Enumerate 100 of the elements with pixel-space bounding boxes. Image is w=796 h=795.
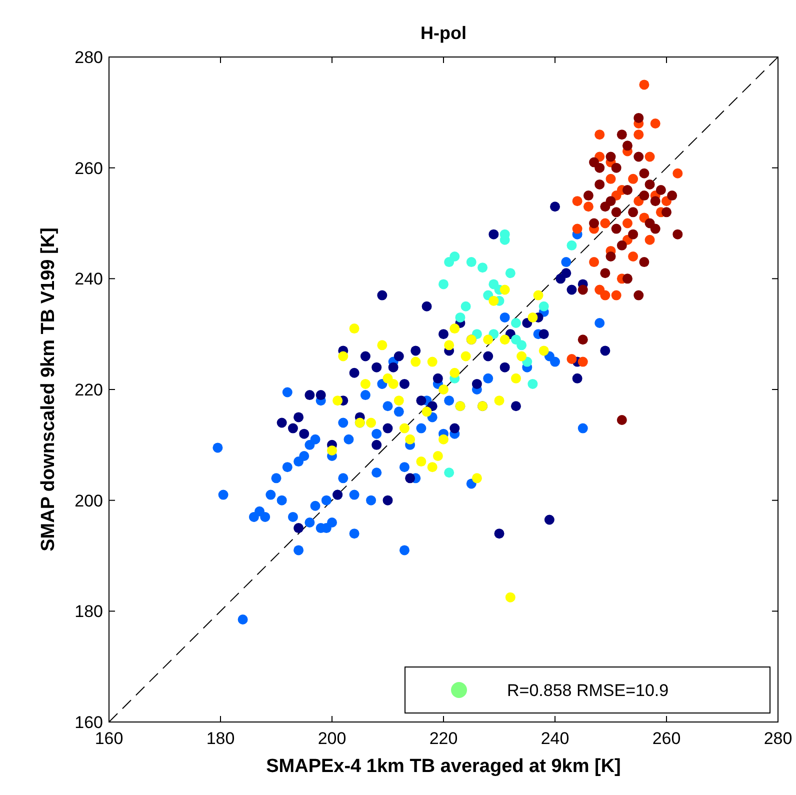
point (510, 401, 521, 412)
point (432, 373, 443, 384)
point (460, 301, 471, 312)
point (622, 218, 632, 228)
y-tick-label: 240 (74, 270, 103, 289)
point (427, 462, 438, 472)
point (528, 378, 538, 389)
x-tick-label: 200 (318, 729, 346, 748)
point (410, 346, 421, 356)
point (360, 351, 370, 362)
point (578, 356, 588, 367)
point (382, 423, 393, 434)
y-tick-label: 200 (74, 491, 103, 510)
point (466, 257, 476, 268)
point (589, 257, 600, 268)
point (500, 334, 510, 345)
point (450, 423, 460, 434)
chart-title: H-pol (420, 23, 466, 43)
point (444, 340, 454, 350)
point (288, 423, 298, 434)
point (510, 318, 521, 328)
point (416, 396, 426, 406)
point (583, 190, 594, 201)
point (478, 262, 488, 273)
y-tick-label: 280 (74, 48, 103, 67)
point (572, 196, 582, 206)
point (399, 423, 410, 434)
point (628, 174, 638, 184)
point (606, 174, 616, 184)
point (550, 202, 560, 212)
y-tick-label: 260 (74, 158, 103, 178)
point (606, 252, 616, 262)
point (276, 418, 287, 428)
point (304, 390, 315, 400)
point (650, 224, 660, 234)
point (450, 368, 460, 378)
point (594, 130, 605, 140)
x-tick-label: 240 (540, 729, 570, 748)
point (644, 234, 655, 245)
point (634, 290, 644, 300)
point (332, 396, 343, 406)
point (438, 434, 448, 444)
point (405, 434, 416, 444)
point (594, 162, 605, 173)
point (472, 473, 482, 484)
y-axis-title: SMAP downscaled 9km TB V199 [K] (38, 228, 59, 552)
point (327, 445, 337, 456)
point (538, 329, 549, 340)
x-tick-label: 180 (206, 729, 235, 748)
point (600, 218, 610, 228)
point (594, 179, 605, 190)
point (622, 185, 632, 195)
point (294, 523, 304, 534)
x-axis-title: SMAPEx-4 1km TB averaged at 9km [K] (266, 756, 621, 777)
point (372, 362, 382, 372)
point (505, 592, 516, 602)
y-tick-label: 220 (74, 380, 103, 400)
point (372, 440, 382, 450)
point (672, 168, 683, 178)
point (611, 290, 622, 300)
point (578, 334, 588, 345)
point (644, 179, 655, 190)
point (628, 229, 638, 240)
point (616, 240, 627, 250)
point (422, 301, 432, 312)
point (538, 346, 549, 356)
point (427, 356, 438, 367)
point (616, 130, 627, 140)
point (639, 168, 650, 178)
point (622, 140, 632, 151)
point (611, 224, 622, 234)
x-tick-label: 160 (94, 729, 124, 748)
point (672, 229, 683, 240)
point (416, 456, 426, 467)
point (405, 473, 416, 484)
point (472, 378, 482, 389)
point (628, 252, 638, 262)
point (450, 324, 460, 334)
point (600, 290, 610, 300)
point (460, 351, 471, 362)
x-tick-label: 280 (764, 729, 792, 748)
point (528, 312, 538, 322)
point (639, 80, 650, 90)
point (483, 334, 494, 345)
x-tick-label: 260 (652, 729, 681, 748)
point (388, 362, 398, 372)
point (639, 257, 650, 268)
point (650, 196, 660, 206)
point (299, 428, 310, 439)
point (366, 418, 376, 428)
point (634, 112, 644, 123)
point (566, 354, 577, 364)
point (600, 346, 610, 356)
point (606, 196, 616, 206)
point (410, 356, 421, 367)
point (483, 351, 494, 362)
point (349, 368, 360, 378)
point (667, 190, 678, 201)
point (388, 378, 398, 389)
point (500, 284, 510, 295)
